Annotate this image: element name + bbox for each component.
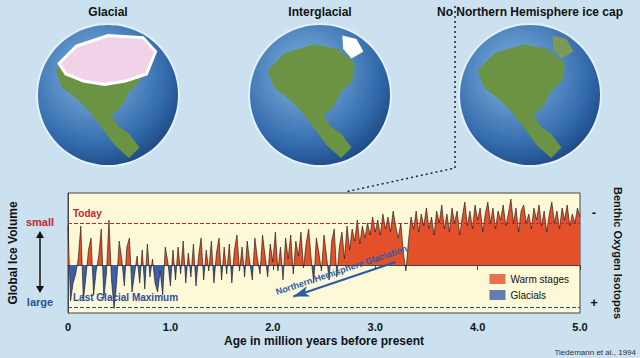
- svg-text:large: large: [27, 296, 53, 308]
- svg-text:2.0: 2.0: [265, 321, 280, 333]
- svg-text:1.0: 1.0: [163, 321, 178, 333]
- svg-text:0: 0: [65, 321, 71, 333]
- svg-text:-: -: [592, 205, 596, 220]
- svg-text:Glacials: Glacials: [510, 290, 546, 301]
- svg-text:small: small: [26, 216, 54, 228]
- svg-text:5.0: 5.0: [572, 321, 587, 333]
- svg-text:+: +: [590, 295, 598, 310]
- svg-text:Last Glacial Maximum: Last Glacial Maximum: [73, 292, 178, 303]
- svg-text:3.0: 3.0: [368, 321, 383, 333]
- svg-text:Global Ice Volume: Global Ice Volume: [6, 201, 20, 304]
- svg-text:Benthic Oxygen Isotopes: Benthic Oxygen Isotopes: [612, 187, 624, 319]
- svg-text:Warm stages: Warm stages: [510, 274, 569, 285]
- svg-text:Tiedemann et al., 1994: Tiedemann et al., 1994: [554, 348, 636, 357]
- svg-text:Age in million years before pr: Age in million years before present: [224, 334, 424, 348]
- svg-text:Today: Today: [73, 208, 102, 219]
- svg-text:4.0: 4.0: [470, 321, 485, 333]
- svg-text:Interglacial: Interglacial: [288, 5, 351, 19]
- svg-text:No Northern Hemisphere ice cap: No Northern Hemisphere ice cap: [437, 5, 623, 19]
- svg-text:Glacial: Glacial: [88, 5, 127, 19]
- svg-text:Northern Hemisphere Glaciation: Northern Hemisphere Glaciation: [274, 243, 408, 297]
